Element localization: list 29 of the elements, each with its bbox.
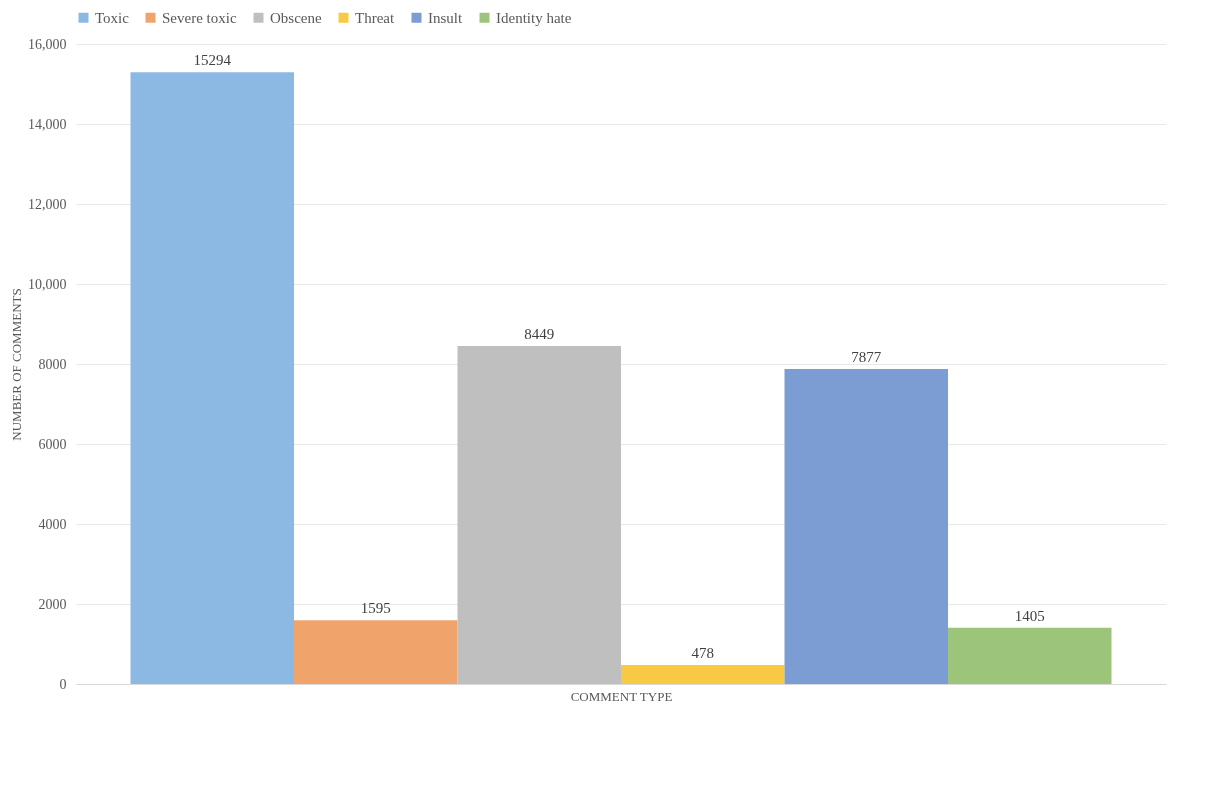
data-label: 8449: [524, 326, 555, 343]
y-tick-label: 0: [59, 676, 67, 692]
y-tick-label: 4000: [38, 516, 67, 532]
y-tick-label: 8000: [38, 356, 67, 372]
bar: [948, 627, 1112, 684]
data-label: 7877: [851, 348, 882, 365]
legend-label: Identity hate: [496, 9, 572, 26]
bar: [621, 664, 785, 684]
legend-label: Threat: [355, 9, 395, 26]
legend-label: Obscene: [270, 9, 322, 26]
bar: [294, 620, 458, 684]
bar: [130, 72, 294, 684]
y-tick-label: 16,000: [28, 36, 67, 52]
y-tick-label: 10,000: [28, 276, 67, 292]
y-tick-label: 14,000: [28, 116, 67, 132]
data-label: 1595: [360, 600, 391, 617]
bar: [457, 346, 621, 684]
legend-label: Severe toxic: [162, 9, 237, 26]
data-label: 478: [691, 644, 714, 661]
data-label: 15294: [193, 52, 232, 69]
y-tick-label: 6000: [38, 436, 67, 452]
x-axis-title: COMMENT TYPE: [570, 688, 673, 704]
y-axis-title: NUMBER OF COMMENTS: [9, 288, 24, 441]
y-tick-label: 12,000: [28, 196, 67, 212]
legend-label: Insult: [428, 9, 463, 26]
legend-label: Toxic: [95, 9, 130, 26]
y-tick-label: 2000: [38, 596, 67, 612]
bar: [784, 368, 948, 684]
data-label: 1405: [1014, 607, 1045, 624]
